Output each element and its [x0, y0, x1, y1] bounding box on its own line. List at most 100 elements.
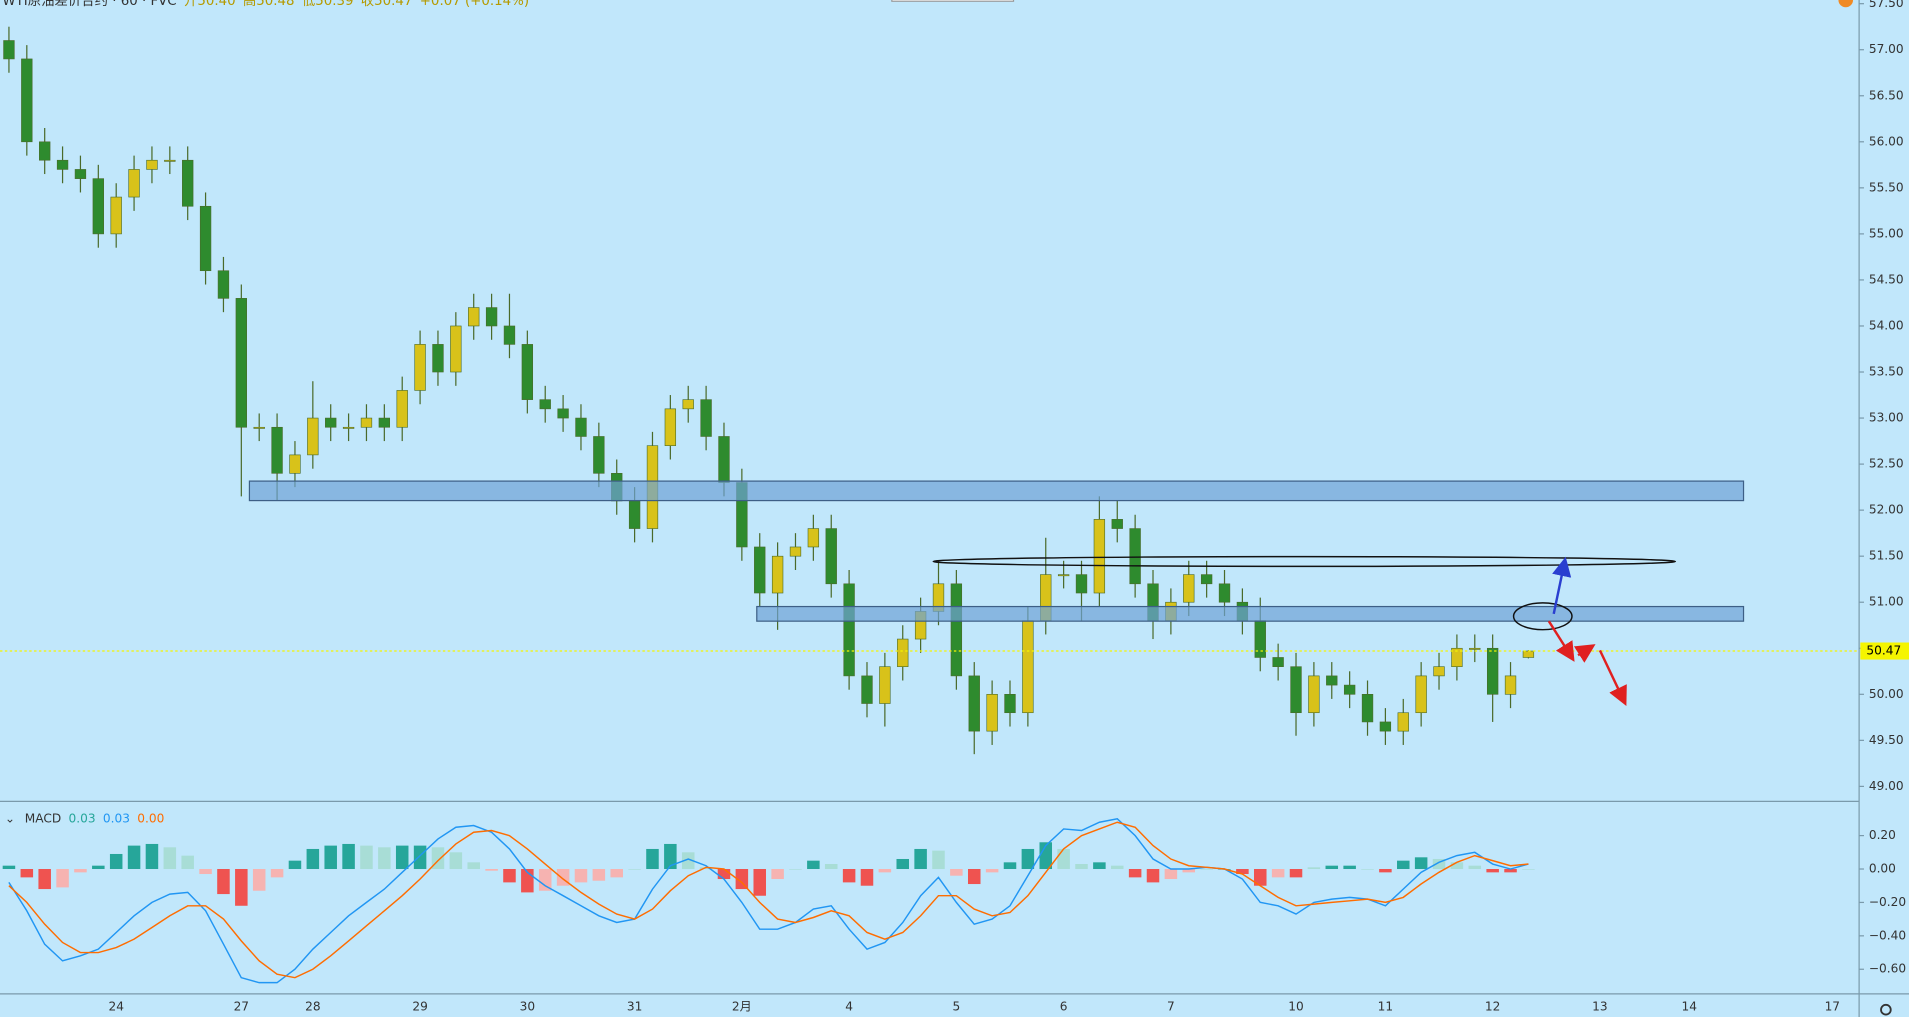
candle-body — [1451, 647, 1463, 667]
histogram-bar — [467, 862, 480, 870]
histogram-bar — [127, 845, 141, 870]
candle-body — [110, 196, 122, 235]
histogram-bar — [56, 869, 69, 888]
histogram-bar — [1468, 865, 1482, 870]
signal-line — [8, 821, 1529, 979]
candle-body — [557, 408, 569, 419]
candle-body — [1397, 712, 1409, 732]
candle-body — [789, 546, 802, 557]
candle-body — [1469, 647, 1481, 650]
histogram-bar — [538, 869, 552, 891]
candle-body — [843, 583, 855, 677]
candle-body — [950, 583, 963, 677]
histogram-bar — [1254, 869, 1267, 886]
candle-body — [1057, 574, 1070, 577]
macd-legend: ⌄ MACD 0.03 0.03 0.00 — [5, 811, 164, 825]
histogram-bar — [395, 845, 409, 870]
candle-body — [1022, 620, 1034, 714]
y-tick-label: 54.50 — [1869, 272, 1904, 286]
histogram-bar — [1146, 869, 1160, 883]
candle-body — [325, 417, 337, 428]
collapse[interactable]: ⌄ — [5, 811, 15, 825]
histogram-bar — [378, 847, 391, 870]
candle-body — [968, 675, 980, 732]
histogram-bar — [789, 869, 802, 870]
candle-body — [593, 436, 605, 474]
x-tick-label: 31 — [627, 1000, 642, 1014]
settings-icon[interactable] — [1880, 1003, 1892, 1016]
alert-icon[interactable] — [1838, 0, 1854, 8]
candle-body — [342, 426, 355, 429]
y-tick-label: 55.50 — [1869, 180, 1904, 194]
histogram-bar — [235, 869, 248, 906]
histogram-bar — [664, 843, 677, 870]
histogram-bar — [1361, 869, 1374, 870]
candle-body — [485, 307, 498, 327]
x-tick-label: 17 — [1825, 1000, 1840, 1014]
histogram-bar — [485, 869, 498, 871]
histogram-bar — [1271, 869, 1285, 878]
macd-line — [8, 818, 1529, 984]
candle-body — [74, 169, 87, 179]
candle-body — [664, 408, 677, 446]
candle-body — [289, 454, 301, 474]
histogram-bar — [20, 869, 34, 878]
histogram-bar — [1450, 862, 1464, 870]
x-tick-label: 30 — [520, 1000, 535, 1014]
histogram-bar — [824, 864, 838, 870]
candle-body — [1129, 528, 1141, 585]
toolbar-stub[interactable] — [891, 0, 1015, 2]
candle-body — [56, 159, 69, 170]
histogram-bar — [628, 869, 641, 870]
candle-body — [771, 555, 784, 594]
histogram-bar — [163, 847, 177, 870]
candle-body — [503, 325, 516, 345]
histogram-bar — [932, 850, 945, 870]
histogram-bar — [324, 845, 337, 870]
y-tick-label: 51.00 — [1869, 595, 1904, 609]
histogram-bar — [109, 853, 123, 870]
ellipse — [932, 555, 1677, 568]
candle-body — [146, 159, 158, 170]
histogram-bar — [1522, 869, 1535, 870]
ohlc-value: 开50.40 — [184, 0, 236, 9]
histogram-bar — [735, 869, 749, 890]
candle-body — [235, 298, 247, 428]
indicator-name: MACD — [25, 811, 61, 825]
candle-body — [1522, 650, 1535, 658]
candle-body — [378, 417, 391, 428]
candle-body — [128, 169, 140, 198]
candle-body — [700, 399, 712, 437]
candle-body — [1504, 675, 1517, 695]
histogram-bar — [1307, 867, 1321, 870]
candle-body — [1415, 675, 1427, 714]
candle-body — [360, 417, 373, 428]
indicator-value: 0.00 — [137, 811, 164, 825]
histogram-bar — [950, 869, 963, 876]
histogram-bar — [574, 869, 588, 883]
histogram-bar — [1432, 858, 1446, 870]
histogram-bar — [1325, 865, 1339, 870]
y-tick-label: −0.20 — [1869, 895, 1906, 909]
histogram-bar — [860, 869, 874, 886]
x-tick-label: 29 — [412, 1000, 427, 1014]
histogram-bar — [1200, 869, 1213, 870]
histogram-bar — [646, 848, 659, 870]
arrow — [1552, 556, 1572, 615]
x-tick-label: 12 — [1485, 1000, 1500, 1014]
histogram-bar — [38, 869, 51, 890]
histogram-bar — [1504, 869, 1517, 873]
candle-body — [396, 390, 408, 428]
histogram-bar — [449, 852, 463, 870]
y-tick-label: 53.00 — [1869, 411, 1904, 425]
candle-body — [1486, 647, 1499, 695]
candle-body — [1075, 574, 1088, 594]
histogram-bar — [967, 869, 981, 885]
histogram-bar — [1164, 869, 1178, 880]
histogram-bar — [771, 869, 784, 880]
candle-body — [897, 638, 909, 667]
histogram-bar — [413, 845, 427, 870]
x-tick-label: 28 — [305, 1000, 320, 1014]
candle-body — [1004, 694, 1016, 714]
